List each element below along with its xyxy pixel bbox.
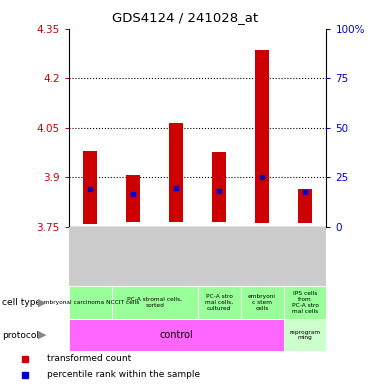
Bar	[298, 189, 312, 223]
Bar	[126, 175, 140, 222]
Bar	[283, 286, 326, 319]
Text: cell type: cell type	[2, 298, 41, 307]
Text: percentile rank within the sample: percentile rank within the sample	[47, 371, 200, 379]
Text: IPS cells
from
PC-A stro
mal cells: IPS cells from PC-A stro mal cells	[292, 291, 318, 314]
Text: transformed count: transformed count	[47, 354, 131, 363]
Text: GSM867093: GSM867093	[214, 233, 224, 280]
Text: GSM867096: GSM867096	[301, 233, 309, 280]
Bar	[255, 50, 269, 223]
Text: PC-A stromal cells,
sorted: PC-A stromal cells, sorted	[127, 297, 182, 308]
Text: GSM867092: GSM867092	[129, 233, 138, 280]
Bar	[283, 227, 326, 286]
Text: reprogram
ming: reprogram ming	[289, 329, 321, 341]
Text: GDS4124 / 241028_at: GDS4124 / 241028_at	[112, 12, 259, 25]
Text: embryoni
c stem
cells: embryoni c stem cells	[248, 294, 276, 311]
Bar	[112, 286, 198, 319]
Bar	[155, 227, 198, 286]
Bar	[212, 152, 226, 222]
Bar	[240, 286, 283, 319]
Bar	[69, 319, 283, 351]
Text: protocol: protocol	[2, 331, 39, 339]
Text: ▶: ▶	[39, 330, 47, 340]
Text: PC-A stro
mal cells,
cultured: PC-A stro mal cells, cultured	[205, 294, 233, 311]
Bar	[83, 151, 97, 224]
Bar	[69, 227, 112, 286]
Bar	[169, 123, 183, 222]
Bar	[198, 227, 240, 286]
Text: embryonal carcinoma NCCIT cells: embryonal carcinoma NCCIT cells	[40, 300, 140, 305]
Text: GSM867094: GSM867094	[171, 233, 181, 280]
Text: GSM867091: GSM867091	[86, 233, 95, 280]
Bar	[69, 286, 112, 319]
Bar	[240, 227, 283, 286]
Bar	[198, 286, 240, 319]
Bar	[283, 319, 326, 351]
Bar	[112, 227, 155, 286]
Text: ▶: ▶	[39, 297, 47, 308]
Text: control: control	[159, 330, 193, 340]
Text: GSM867095: GSM867095	[257, 233, 266, 280]
